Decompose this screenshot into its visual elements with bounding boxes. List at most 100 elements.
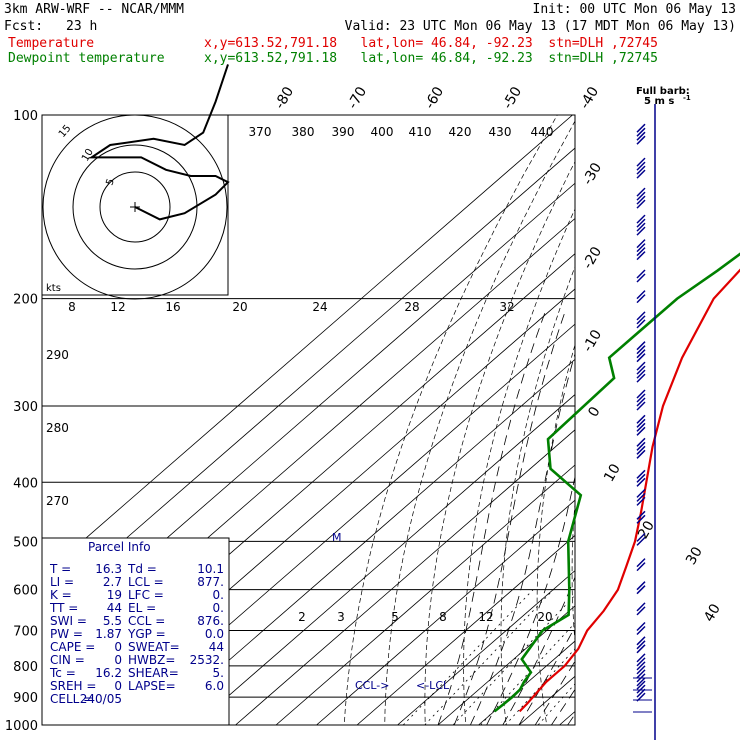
isotherm bbox=[235, 429, 575, 725]
isotherm-label: -60 bbox=[422, 84, 447, 112]
wind-barb bbox=[636, 269, 646, 283]
mixing-ratio-label: 20 bbox=[232, 300, 247, 314]
parcel-label: TT = bbox=[49, 601, 78, 615]
wind-barb bbox=[636, 532, 646, 546]
moist-adiabat bbox=[470, 352, 575, 725]
isotherm-label: -40 bbox=[577, 84, 602, 112]
dry-adiabat bbox=[500, 265, 575, 725]
temperature-location: x,y=613.52,791.18 lat,lon= 46.84, -92.23… bbox=[204, 36, 658, 51]
wind-barb bbox=[636, 680, 646, 702]
dry-adiabat bbox=[671, 115, 740, 738]
pressure-label-400: 400 bbox=[13, 476, 38, 491]
moist-adiabat bbox=[567, 713, 575, 725]
mixing-ratio-label: 8 bbox=[68, 300, 76, 314]
moist-adiabat bbox=[453, 311, 566, 725]
parcel-label: EL = bbox=[128, 601, 156, 615]
theta-side-label: 270 bbox=[46, 494, 69, 508]
dry-adiabat bbox=[424, 160, 575, 725]
mixing-ratio-label: 32 bbox=[499, 300, 514, 314]
theta-label: 420 bbox=[449, 125, 472, 139]
wind-barb bbox=[636, 636, 646, 654]
isotherm-label: -10 bbox=[580, 327, 605, 355]
dry-adiabat bbox=[731, 115, 740, 738]
parcel-value: 0. bbox=[213, 588, 224, 602]
parcel-label: CELL = bbox=[50, 692, 93, 706]
isotherm bbox=[113, 323, 575, 725]
parcel-label: SREH = bbox=[50, 679, 96, 693]
isotherm bbox=[518, 675, 575, 725]
parcel-value: 0 bbox=[114, 640, 122, 654]
mixing-ratio-line bbox=[402, 589, 534, 725]
parcel-label: Td = bbox=[127, 562, 157, 576]
parcel-value: 16.2 bbox=[95, 666, 122, 680]
wind-barb bbox=[636, 123, 646, 145]
parcel-label: SHEAR= bbox=[128, 666, 179, 680]
wind-barb bbox=[636, 157, 646, 179]
forecast-label: Fcst: bbox=[4, 19, 44, 34]
parcel-label: CAPE = bbox=[50, 640, 95, 654]
moist-adiabat bbox=[551, 688, 575, 725]
wind-barb bbox=[636, 510, 646, 524]
isotherm-label: 20 bbox=[635, 518, 658, 541]
mixing-ratio-line bbox=[424, 589, 554, 725]
plot-frame bbox=[41, 114, 576, 726]
isotherm bbox=[478, 640, 575, 725]
isotherm bbox=[437, 605, 575, 725]
mixing-ratio-label: 2 bbox=[298, 610, 306, 624]
wind-barb bbox=[636, 290, 646, 304]
moist-adiabat bbox=[437, 311, 546, 725]
dewpoint-legend: Dewpoint temperature bbox=[8, 51, 165, 66]
wind-barb bbox=[636, 389, 646, 411]
theta-label: 390 bbox=[332, 125, 355, 139]
isotherm-label: -30 bbox=[580, 160, 605, 188]
lcl-marker: <-LCL bbox=[416, 679, 450, 692]
parcel-value: 0. bbox=[213, 601, 224, 615]
wind-ticks bbox=[633, 677, 652, 713]
isotherm-label: -80 bbox=[272, 84, 297, 112]
valid-time: Valid: 23 UTC Mon 06 May 13 (17 MDT Mon … bbox=[344, 19, 736, 34]
pressure-label-1000: 1000 bbox=[5, 719, 38, 734]
pressure-label-200: 200 bbox=[13, 293, 38, 308]
init-time: Init: 00 UTC Mon 06 May 13 bbox=[532, 2, 737, 17]
wind-barb bbox=[636, 414, 646, 436]
isotherm bbox=[356, 534, 575, 725]
parcel-label: LAPSE= bbox=[128, 679, 176, 693]
mixing-ratio-line bbox=[505, 648, 575, 725]
wind-barb bbox=[636, 311, 646, 329]
hodograph-ring-15 bbox=[42, 114, 228, 300]
hodograph-tick-5: 5 bbox=[104, 177, 117, 187]
dewpoint-location: x,y=613.52,791.18 lat,lon= 46.84, -92.23… bbox=[204, 51, 658, 66]
pressure-label-700: 700 bbox=[13, 625, 38, 640]
parcel-label: YGP = bbox=[127, 627, 166, 641]
dry-adiabat bbox=[639, 115, 725, 738]
temperature-legend: Temperature bbox=[8, 36, 95, 51]
theta-label: 370 bbox=[249, 125, 272, 139]
pressure-label-600: 600 bbox=[13, 584, 38, 599]
isotherm bbox=[600, 115, 740, 725]
isotherm bbox=[397, 570, 575, 725]
wind-barb bbox=[636, 239, 646, 261]
pressure-label-300: 300 bbox=[13, 400, 38, 415]
parcel-value: 0.0 bbox=[205, 627, 224, 641]
hodograph: 5 10 15 kts bbox=[41, 64, 230, 300]
dry-adiabat bbox=[571, 498, 575, 645]
moist-adiabat bbox=[534, 660, 575, 725]
isotherm bbox=[194, 394, 575, 725]
dry-adiabat bbox=[463, 208, 575, 725]
parcel-value: 2.7 bbox=[103, 575, 122, 589]
mixing-ratio-label: 16 bbox=[165, 300, 180, 314]
wind-barb-legend: Full barb: 5 m s -1 bbox=[636, 86, 691, 107]
barb-legend-value: 5 m s bbox=[644, 96, 674, 107]
parcel-label: HWBZ= bbox=[128, 653, 175, 667]
model-title: 3km ARW-WRF -- NCAR/MMM bbox=[4, 2, 185, 17]
isotherm-label: -70 bbox=[345, 84, 370, 112]
parcel-label: LFC = bbox=[128, 588, 164, 602]
parcel-value: 876. bbox=[197, 614, 224, 628]
parcel-label: K = bbox=[50, 588, 72, 602]
parcel-value: 19 bbox=[107, 588, 122, 602]
mixing-ratio-label: 3 bbox=[337, 610, 345, 624]
theta-side-label: 290 bbox=[46, 348, 69, 362]
parcel-value: 44 bbox=[209, 640, 224, 654]
parcel-value: 0 bbox=[114, 679, 122, 693]
parcel-value: 10.1 bbox=[197, 562, 224, 576]
